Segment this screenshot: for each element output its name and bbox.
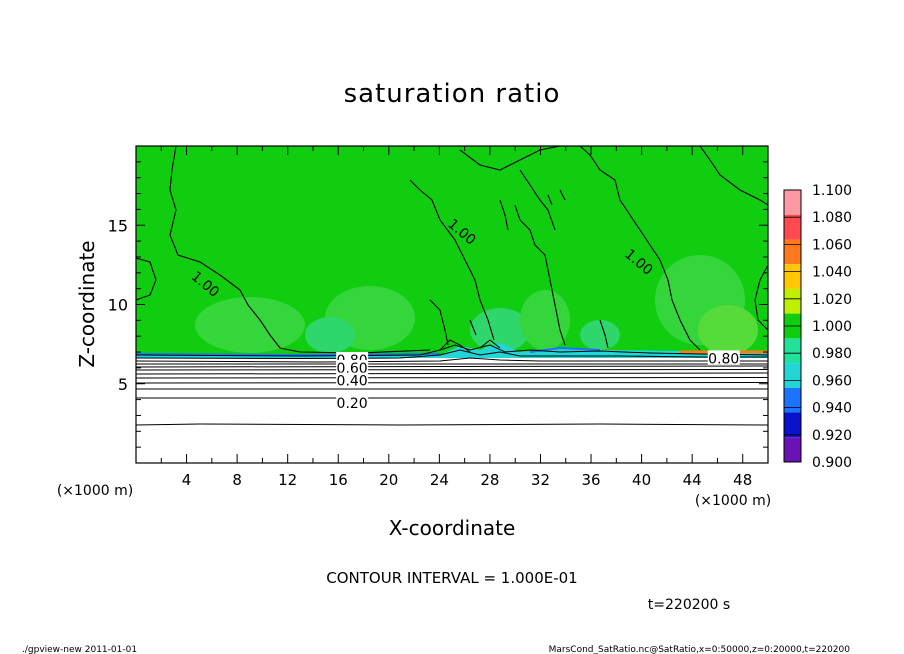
colorbar: 1.100 1.080 1.060 1.040 1.020 1.000 0.980 0.960… [783,183,852,471]
contour-label-bg-5 [336,359,369,374]
x-tick-label-2: 12 [278,471,297,489]
colorbar-label-5: 1.000 [812,319,852,335]
x-tick-label-3: 16 [329,471,348,489]
contour-label-6: 0.40 [337,374,368,390]
contour-low-levels [136,339,768,426]
colorbar-swatch-8 [784,387,801,413]
contour-label-bg-3 [707,350,740,365]
x-tick-label-6: 28 [480,471,499,489]
contour-interval-label: CONTOUR INTERVAL = 1.000E-01 [326,569,577,587]
y-tick-label-1: 10 [108,296,128,315]
footer-left: ./gpview-new 2011-01-01 [22,645,137,654]
contour-label-bg-7 [336,394,369,409]
x-axis-ticks: 4 8 12 16 20 24 28 32 36 40 44 48 [160,146,752,489]
colorbar-label-8: 0.940 [812,401,852,417]
field-texture [195,255,758,355]
y-axis-ticks: 5 10 15 [108,161,768,448]
time-label: t=220200 s [648,597,730,613]
colorbar-swatch-9 [784,412,801,438]
dry-region [136,358,768,463]
contour-1.00 [136,146,768,354]
x-axis-label: X-coordinate [389,516,516,540]
colorbar-swatch-3 [784,264,801,289]
contour-label-3: 0.80 [708,351,739,367]
x-tick-label-7: 32 [531,471,550,489]
colorbar-swatch-6 [784,338,801,364]
x-tick-label-5: 24 [430,471,449,489]
cloud-base-band [136,343,768,358]
colorbar-swatch-1 [784,214,801,240]
colorbar-label-9: 0.920 [812,428,852,444]
colorbar-swatch-7 [784,363,801,388]
colorbar-swatch-2 [784,239,801,265]
chart-title: saturation ratio [344,79,561,109]
colorbar-label-6: 0.980 [812,346,852,362]
x-tick-label-8: 36 [581,471,600,489]
colorbar-label-3: 1.040 [812,265,852,281]
x-tick-label-9: 40 [632,471,651,489]
x-tick-label-1: 8 [232,471,242,489]
colorbar-label-2: 1.060 [812,237,852,253]
x-tick-label-10: 44 [683,471,702,489]
x-axis-unit-left: (×1000 m) [57,483,133,499]
colorbar-label-1: 1.080 [812,210,852,226]
x-tick-label-4: 20 [379,471,398,489]
colorbar-swatch-4 [784,288,801,314]
contour-label-7: 0.20 [337,396,368,412]
plot-area [136,146,768,463]
y-tick-label-0: 5 [118,375,128,394]
footer-right: MarsCond_SatRatio.nc@SatRatio,x=0:50000,… [549,645,851,654]
colorbar-label-0: 1.100 [812,183,852,199]
colorbar-label-7: 0.960 [812,373,852,389]
y-tick-label-2: 15 [108,216,128,235]
x-tick-label-0: 4 [182,471,192,489]
y-axis-label: Z-coordinate [75,240,99,367]
contour-label-bg-6 [336,372,369,387]
colorbar-swatch-0 [784,190,801,215]
x-axis-unit-right: (×1000 m) [695,493,771,509]
colorbar-label-4: 1.020 [812,292,852,308]
x-tick-label-11: 48 [733,471,752,489]
colorbar-label-10: 0.900 [812,455,852,471]
colorbar-swatch-10 [784,437,801,462]
